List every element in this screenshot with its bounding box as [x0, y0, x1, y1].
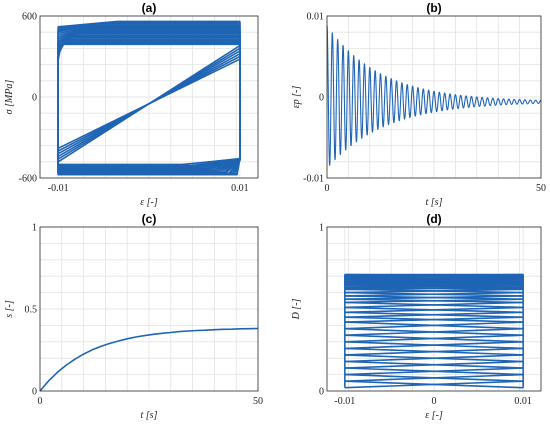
damage-segment [344, 347, 524, 356]
x-tick-label: 50 [536, 183, 546, 194]
y-axis-label-c: s [-] [4, 300, 15, 318]
y-tick-label: 1 [32, 223, 37, 234]
damage-segment [344, 311, 524, 318]
y-tick-label: -600 [19, 174, 37, 185]
y-tick-label: 0 [32, 93, 37, 104]
x-tick-label: 0 [432, 396, 437, 407]
y-axis-label-a: σ [MPa] [4, 80, 15, 115]
y-tick-label: 1 [319, 223, 324, 234]
x-tick-label: 0 [325, 183, 330, 194]
loading-path [57, 45, 241, 163]
x-axis-label-a: ε [-] [140, 197, 158, 208]
damage-segment [344, 298, 524, 304]
damage-segment [344, 316, 524, 323]
y-tick-label: 600 [22, 12, 37, 23]
series-a [57, 20, 241, 176]
y-tick-label: 0 [319, 93, 324, 104]
chart-title-d: (d) [426, 212, 441, 226]
damage-segment [344, 288, 524, 294]
y-axis-label-d: D [-] [291, 298, 302, 320]
damage-segment [344, 341, 524, 350]
damage-segment [344, 301, 524, 309]
grid-b [326, 15, 542, 179]
x-tick-label: 0 [38, 396, 43, 407]
damage-segment [344, 295, 524, 300]
axes-frame-c [39, 226, 259, 392]
y-tick-label: 0 [319, 387, 324, 398]
damage-segment [344, 306, 524, 314]
axes-frame-a [39, 15, 259, 179]
x-axis-label-d: ε [-] [425, 410, 443, 421]
x-axis-label-b: t [s] [426, 197, 443, 208]
axes-frame-b [326, 15, 542, 179]
y-tick-label: -0.01 [303, 174, 324, 185]
grid-c [39, 226, 259, 392]
y-axis-label-b: εp [-] [291, 86, 302, 109]
damage-segment [344, 360, 524, 369]
hysteresis-loop [57, 43, 241, 176]
damage-segment [344, 334, 524, 343]
x-tick-label: 0.01 [514, 396, 532, 407]
damage-band [344, 274, 524, 286]
x-tick-label: -0.01 [334, 396, 355, 407]
x-tick-label: -0.01 [48, 183, 69, 194]
series-d [344, 273, 524, 389]
damage-segment [344, 327, 524, 336]
damage-segment [344, 373, 524, 382]
x-tick-label: 50 [253, 396, 263, 407]
panel-a: (a) -0.01 0.01 -600 0 600 ε [-] σ [MPa] [4, 1, 259, 208]
damage-segment [344, 321, 524, 330]
damage-segment [344, 291, 524, 297]
chart-title-c: (c) [142, 212, 157, 226]
y-tick-label: 0 [32, 387, 37, 398]
axes-frame-d [326, 226, 542, 392]
y-tick-label: 0.01 [307, 12, 325, 23]
chart-title-a: (a) [142, 1, 157, 15]
s-series [39, 327, 259, 392]
grid-d [327, 226, 541, 392]
chart-title-b: (b) [426, 1, 441, 15]
damage-segment [344, 367, 524, 376]
y-tick-label: 0.5 [25, 305, 38, 316]
x-tick-label: 0.01 [231, 183, 249, 194]
damage-segment [344, 354, 524, 363]
plastic-strain-series [326, 25, 542, 166]
x-axis-label-c: t [s] [141, 410, 158, 421]
panel-c: (c) 0 50 0 0.5 1 t [s] s [-] [4, 212, 263, 421]
panel-d: (d) -0.01 0 0.01 0 1 ε [-] D [-] [291, 212, 542, 421]
damage-segment [344, 380, 524, 389]
